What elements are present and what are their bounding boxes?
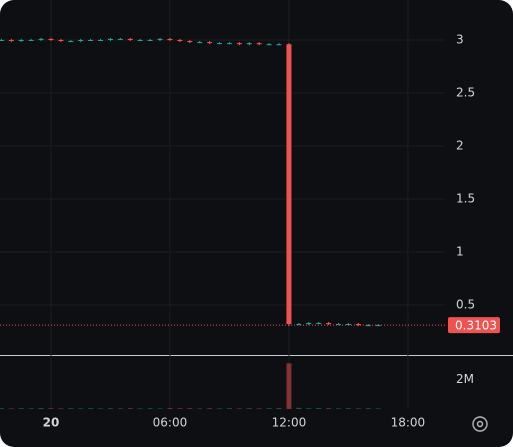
volume-bar <box>296 407 302 409</box>
volume-bar <box>207 408 213 409</box>
volume-bar <box>217 408 223 409</box>
volume-bar <box>167 408 173 409</box>
volume-bar <box>8 408 14 409</box>
volume-bar <box>28 408 34 409</box>
volume-bar <box>147 408 153 409</box>
volume-bar <box>187 408 193 409</box>
candle-body <box>147 39 153 41</box>
candle-body <box>167 38 173 40</box>
volume-bar <box>266 408 272 409</box>
y-tick-label: 3 <box>456 32 464 46</box>
candle-body <box>107 38 113 40</box>
volume-bar <box>365 408 371 409</box>
settings-icon-core <box>476 420 484 428</box>
candle-body <box>345 324 351 326</box>
volume-bar <box>127 408 133 409</box>
volume-bar <box>286 363 292 409</box>
volume-bar <box>236 408 242 409</box>
volume-bar <box>107 408 113 409</box>
candle-body <box>326 322 332 325</box>
y-tick-label: 0.5 <box>456 297 475 311</box>
candle-body <box>236 43 242 45</box>
candle-body <box>137 39 143 41</box>
candle-body <box>18 39 24 42</box>
volume-bar <box>177 408 183 409</box>
settings-icon <box>472 416 488 432</box>
y-tick-label: 2.5 <box>456 85 475 99</box>
volume-bar <box>226 408 232 409</box>
grid <box>0 0 445 409</box>
volume-bar <box>345 408 351 409</box>
candle-body <box>256 43 262 45</box>
candle-body <box>68 41 74 43</box>
candle-body <box>226 43 232 45</box>
candle-body <box>276 44 282 46</box>
candle-body <box>127 38 133 40</box>
x-tick-label: 20 <box>43 416 60 430</box>
candle-body <box>187 41 193 43</box>
volume-bar <box>78 408 84 409</box>
volume-bar <box>316 408 322 409</box>
volume-bar <box>117 408 123 409</box>
candle-body <box>78 39 84 42</box>
volume-bar <box>336 408 342 409</box>
candle-body <box>207 42 213 44</box>
volume-bar <box>38 408 44 409</box>
volume-bar <box>48 408 54 409</box>
candle-body <box>316 322 322 324</box>
volume-tick-label: 2M <box>456 372 474 386</box>
volume-bar <box>157 408 163 409</box>
y-tick-label: 2 <box>456 138 464 152</box>
volume-bar <box>58 408 64 409</box>
candle-body <box>28 39 34 41</box>
candle-body <box>88 39 94 41</box>
candle-body <box>266 44 272 46</box>
volume-bar <box>0 408 4 409</box>
candle-body <box>0 39 4 41</box>
candle-body <box>246 43 252 45</box>
volume-bar <box>137 408 143 409</box>
y-tick-label: 1 <box>456 244 464 258</box>
volume-bar <box>326 408 332 409</box>
volume-bar <box>18 408 24 409</box>
x-tick-label: 06:00 <box>153 416 188 430</box>
volume-bar <box>98 408 104 409</box>
settings-button[interactable] <box>472 416 488 432</box>
volume-bar <box>355 408 361 409</box>
candle-body <box>177 39 183 42</box>
volume-bar <box>276 408 282 409</box>
y-tick-label: 1.5 <box>456 191 475 205</box>
volume-bar <box>306 408 312 409</box>
volume-bar <box>197 408 203 409</box>
candle-body <box>48 38 54 40</box>
candle-body <box>355 324 361 326</box>
x-tick-label: 18:00 <box>391 416 426 430</box>
candle-body <box>286 44 292 325</box>
last-price-box <box>448 317 500 334</box>
candle-body <box>38 38 44 40</box>
candle-body <box>197 42 203 44</box>
volume-bar <box>256 408 262 409</box>
last-price-label: 0.3103 <box>455 319 497 333</box>
candle-body <box>117 38 123 40</box>
candle-body <box>157 38 163 40</box>
volume-bar <box>375 408 381 409</box>
volume-bar <box>246 408 252 409</box>
candle-body <box>296 324 302 326</box>
candle-body <box>8 39 14 42</box>
candle-body <box>217 43 223 45</box>
candle-body <box>306 322 312 325</box>
candle-body <box>98 39 104 41</box>
x-tick-label: 12:00 <box>272 416 307 430</box>
candle-body <box>58 39 64 42</box>
volume-bar <box>88 408 94 409</box>
volume-bar <box>68 408 74 409</box>
candle-body <box>336 324 342 326</box>
candle-body <box>365 325 371 327</box>
